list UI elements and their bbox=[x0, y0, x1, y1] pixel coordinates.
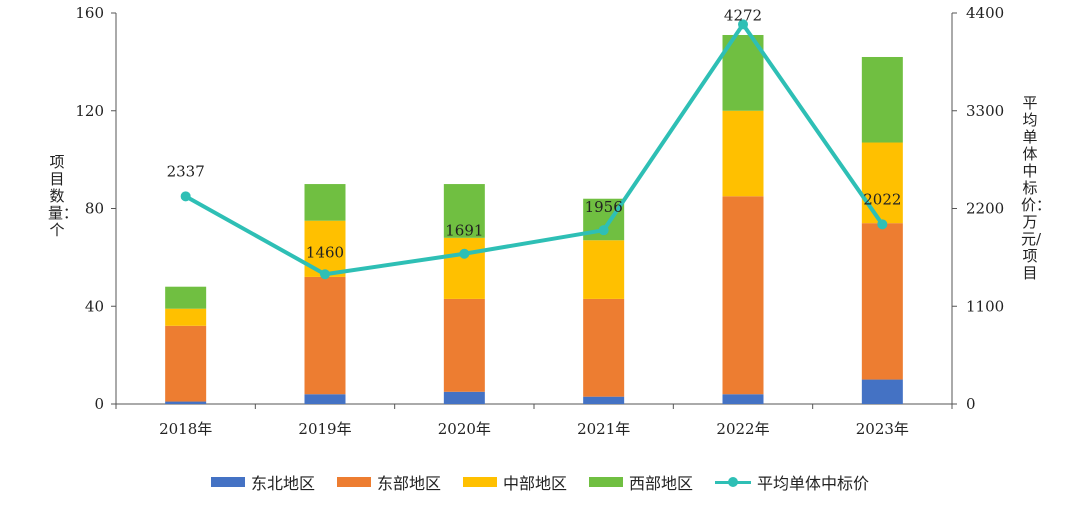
bar-east bbox=[304, 276, 346, 395]
avg-price-line bbox=[184, 22, 884, 277]
legend-swatch bbox=[462, 477, 497, 487]
legend-swatch bbox=[210, 477, 245, 487]
bar-northeast bbox=[443, 391, 485, 404]
legend-item: 中部地区 bbox=[462, 470, 567, 494]
legend-swatch bbox=[715, 477, 752, 487]
avg-price-point bbox=[320, 269, 330, 280]
legend-label: 东部地区 bbox=[376, 474, 441, 493]
avg-price-point bbox=[180, 191, 191, 202]
legend-item: 东北地区 bbox=[210, 470, 315, 494]
bar-northeast bbox=[165, 401, 207, 404]
legend-label: 平均单体中标价 bbox=[757, 474, 870, 493]
bar-central bbox=[165, 308, 207, 326]
x-tick-label: 2021年 bbox=[577, 420, 630, 438]
x-tick-label: 2022年 bbox=[716, 420, 769, 438]
legend-swatch bbox=[589, 477, 623, 487]
avg-price-label: 1691 bbox=[445, 222, 483, 240]
bar-east bbox=[165, 325, 207, 402]
avg-price-label: 2022 bbox=[863, 190, 901, 208]
right-tick-label: 1100 bbox=[966, 297, 1004, 315]
bar-northeast bbox=[304, 394, 346, 404]
bar-east bbox=[583, 298, 625, 397]
avg-price-point bbox=[877, 219, 888, 230]
left-tick-label: 0 bbox=[94, 395, 104, 413]
x-tick-label: 2019年 bbox=[298, 420, 351, 438]
right-tick-label: 3300 bbox=[966, 102, 1004, 120]
left-axis-title: 项目数量：个 bbox=[48, 153, 79, 239]
chart-area: 0 40 80 120 160 0 1100 2200 3300 4400 2018年 2019年 20… bbox=[75, 4, 1004, 438]
legend-label: 中部地区 bbox=[502, 474, 567, 493]
bar-central bbox=[861, 142, 903, 224]
legend-label: 西部地区 bbox=[629, 474, 694, 493]
avg-price-point bbox=[459, 248, 470, 259]
avg-price-label: 2337 bbox=[167, 162, 205, 180]
legend-label: 东北地区 bbox=[250, 474, 315, 493]
x-tick-label: 2020年 bbox=[438, 420, 491, 438]
right-tick-label: 2200 bbox=[966, 200, 1004, 218]
bar-west bbox=[304, 184, 346, 221]
bar-central bbox=[583, 240, 625, 299]
legend-swatch bbox=[336, 477, 371, 487]
legend-item: 西部地区 bbox=[589, 470, 693, 494]
left-tick-label: 160 bbox=[75, 4, 104, 22]
bar-central bbox=[443, 237, 485, 299]
avg-price-point bbox=[738, 19, 748, 30]
legend-item: 东部地区 bbox=[336, 470, 441, 494]
legend: 东北地区 东部地区 中部地区 西部地区 平均单体中标价 bbox=[0, 470, 1080, 494]
right-tick-label: 0 bbox=[966, 395, 976, 413]
left-tick-label: 40 bbox=[85, 297, 104, 315]
avg-price-label: 1460 bbox=[306, 243, 344, 261]
legend-item: 平均单体中标价 bbox=[715, 470, 869, 494]
bar-east bbox=[722, 196, 764, 395]
bar-northeast bbox=[861, 379, 903, 404]
bar-northeast bbox=[583, 396, 625, 404]
x-tick-label: 2023年 bbox=[856, 420, 909, 438]
left-tick-label: 120 bbox=[75, 102, 104, 120]
bar-west bbox=[443, 184, 485, 238]
left-tick-label: 80 bbox=[85, 200, 104, 218]
avg-price-label: 1956 bbox=[585, 198, 623, 216]
avg-price-point bbox=[598, 225, 609, 236]
bar-east bbox=[861, 223, 903, 380]
avg-price-label: 4272 bbox=[724, 6, 762, 24]
right-tick-label: 4400 bbox=[966, 4, 1004, 22]
bar-east bbox=[443, 298, 485, 392]
bar-west bbox=[165, 286, 207, 309]
bar-west bbox=[861, 56, 903, 143]
bar-northeast bbox=[722, 394, 764, 404]
right-axis-title: 平均单体中标价：万元/项目 bbox=[1021, 94, 1052, 282]
bar-central bbox=[722, 110, 764, 197]
x-tick-label: 2018年 bbox=[159, 420, 212, 438]
